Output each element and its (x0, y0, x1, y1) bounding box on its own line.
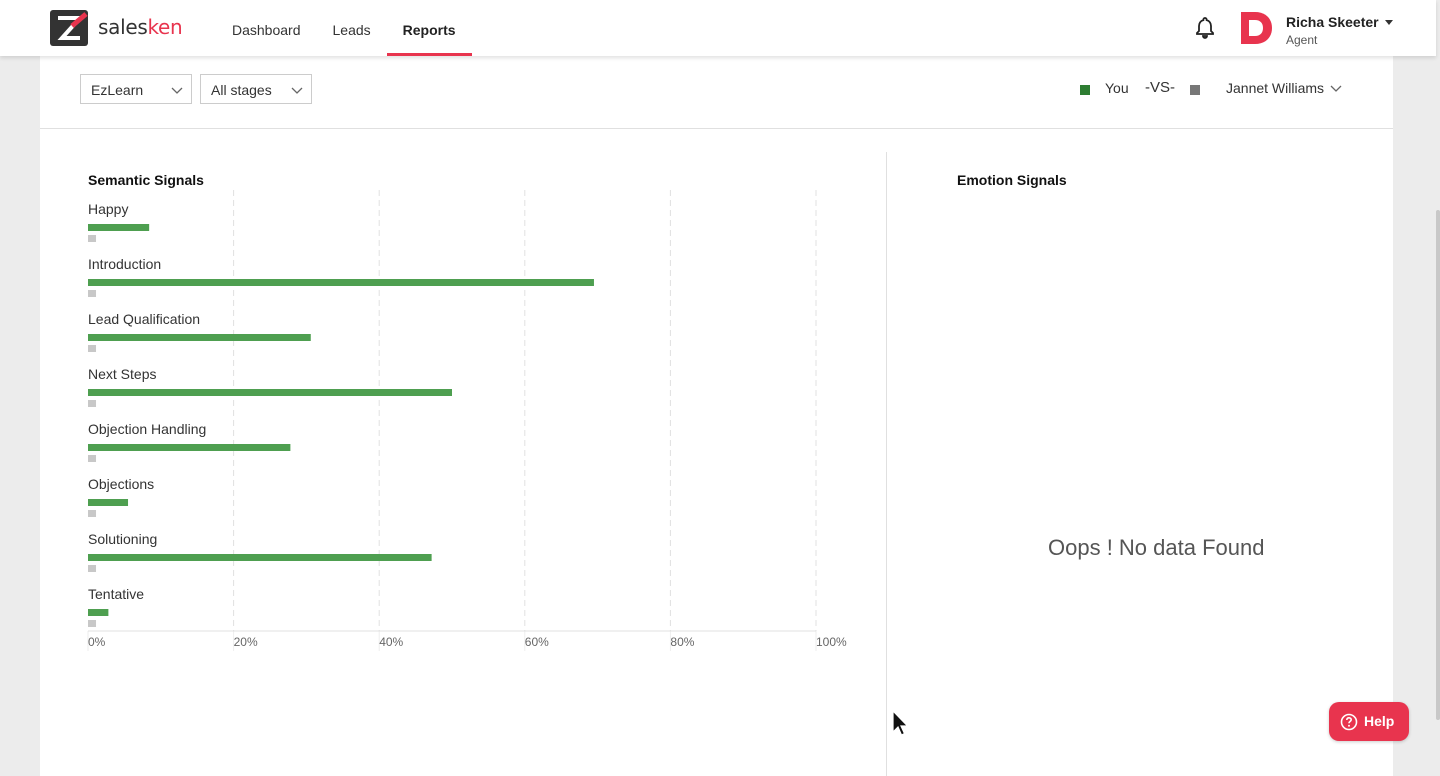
chevron-down-icon (1330, 85, 1342, 92)
user-name: Richa Skeeter (1286, 14, 1379, 30)
logo-wordmark: salesken (98, 15, 183, 39)
chevron-down-icon (291, 87, 303, 94)
top-navigation-bar: salesken Dashboard Leads Reports Richa S… (0, 0, 1436, 56)
no-data-message: Oops ! No data Found (1048, 535, 1265, 560)
caret-down-icon (1384, 20, 1393, 26)
legend-you-swatch (1080, 85, 1090, 95)
filter-bar: EzLearn All stages You -VS- Jannet Willi… (40, 56, 1393, 129)
emotion-signals-title: Emotion Signals (957, 172, 1067, 188)
reports-card: EzLearn All stages You -VS- Jannet Willi… (40, 56, 1393, 776)
nav-dashboard[interactable]: Dashboard (232, 22, 301, 38)
stage-select[interactable]: All stages (200, 74, 312, 104)
stage-select-value: All stages (211, 82, 272, 98)
user-menu[interactable]: Richa Skeeter Agent (1286, 14, 1393, 47)
nav-leads[interactable]: Leads (332, 22, 371, 38)
mouse-cursor-icon (892, 710, 909, 736)
main-nav: Dashboard Leads Reports (216, 0, 472, 56)
page-scrollbar[interactable] (1436, 210, 1440, 720)
help-label: Help (1364, 713, 1395, 729)
help-button[interactable]: Help (1329, 702, 1409, 741)
logo-word-ken: ken (147, 15, 183, 39)
chevron-down-icon (171, 87, 183, 94)
user-role: Agent (1286, 33, 1318, 47)
question-icon (1340, 713, 1358, 731)
product-select-value: EzLearn (91, 82, 144, 98)
legend-other-swatch (1190, 85, 1200, 95)
logo-icon (50, 10, 88, 46)
salesken-logo[interactable]: salesken (50, 10, 190, 46)
avatar[interactable] (1238, 10, 1274, 46)
panel-divider (886, 152, 887, 776)
product-select[interactable]: EzLearn (80, 74, 192, 104)
vs-label: -VS- (1145, 79, 1175, 96)
logo-word-sales: sales (98, 15, 148, 39)
compare-user-select[interactable]: Jannet Williams (1226, 80, 1342, 96)
semantic-signals-title: Semantic Signals (88, 172, 204, 188)
nav-reports[interactable]: Reports (386, 0, 472, 56)
bell-icon[interactable] (1193, 16, 1217, 40)
compare-user-name: Jannet Williams (1226, 80, 1325, 96)
legend-you-label: You (1105, 80, 1129, 96)
